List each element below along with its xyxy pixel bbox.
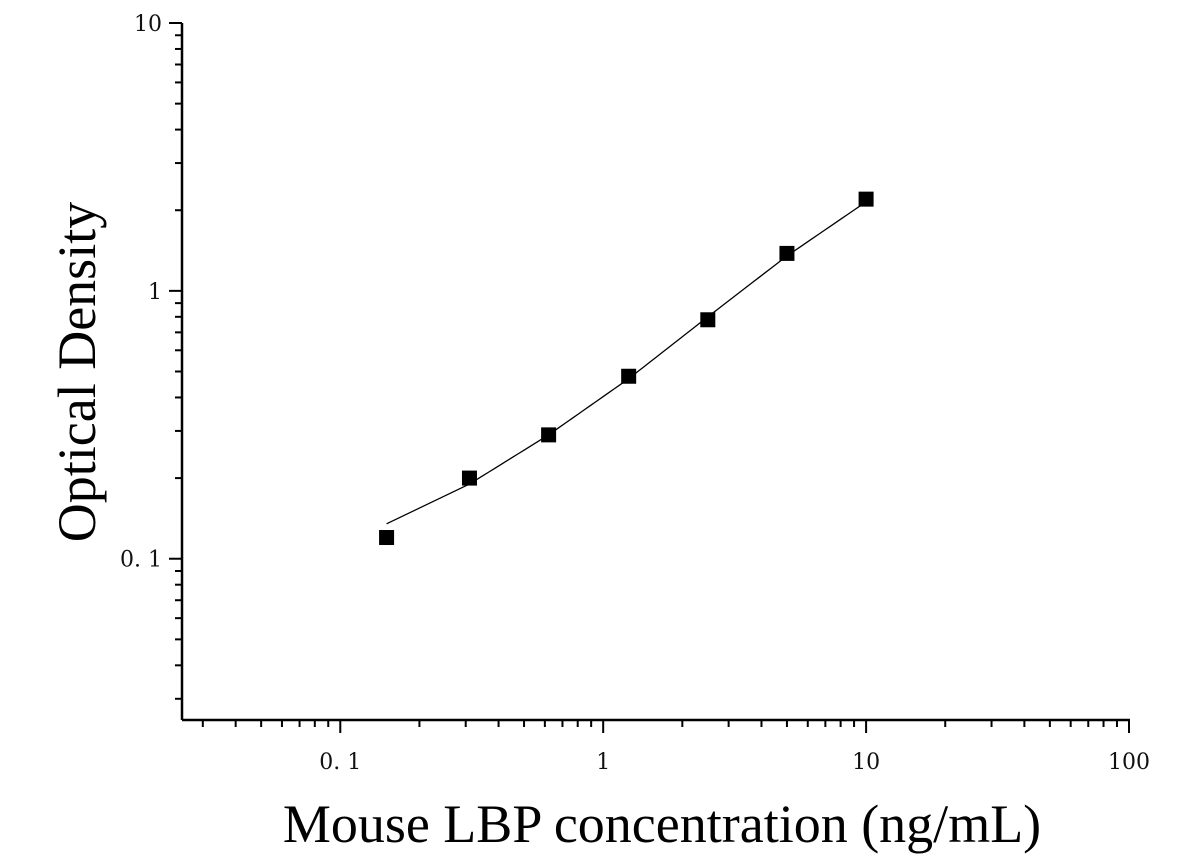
x-axis-title: Mouse LBP concentration (ng/mL) [283, 794, 1041, 854]
y-tick-label: 10 [134, 12, 162, 37]
x-tick-label: 100 [1108, 750, 1150, 775]
data-point [461, 470, 477, 486]
y-tick-label: 1 [148, 280, 162, 305]
y-tick-label: 0. 1 [120, 548, 162, 573]
data-point [541, 427, 557, 443]
x-tick-label: 0. 1 [319, 750, 361, 775]
data-point [621, 368, 637, 384]
y-axis-title: Optical Density [47, 202, 107, 542]
x-axis: 0. 1 1 10 100 [182, 718, 1150, 775]
y-axis: 0. 1 1 10 [120, 12, 184, 720]
data-point [379, 530, 395, 546]
data-points [379, 191, 874, 546]
data-point [858, 191, 874, 207]
x-tick-label: 1 [596, 750, 610, 775]
x-tick-label: 10 [852, 750, 880, 775]
data-point [779, 245, 795, 261]
data-point [700, 312, 716, 328]
